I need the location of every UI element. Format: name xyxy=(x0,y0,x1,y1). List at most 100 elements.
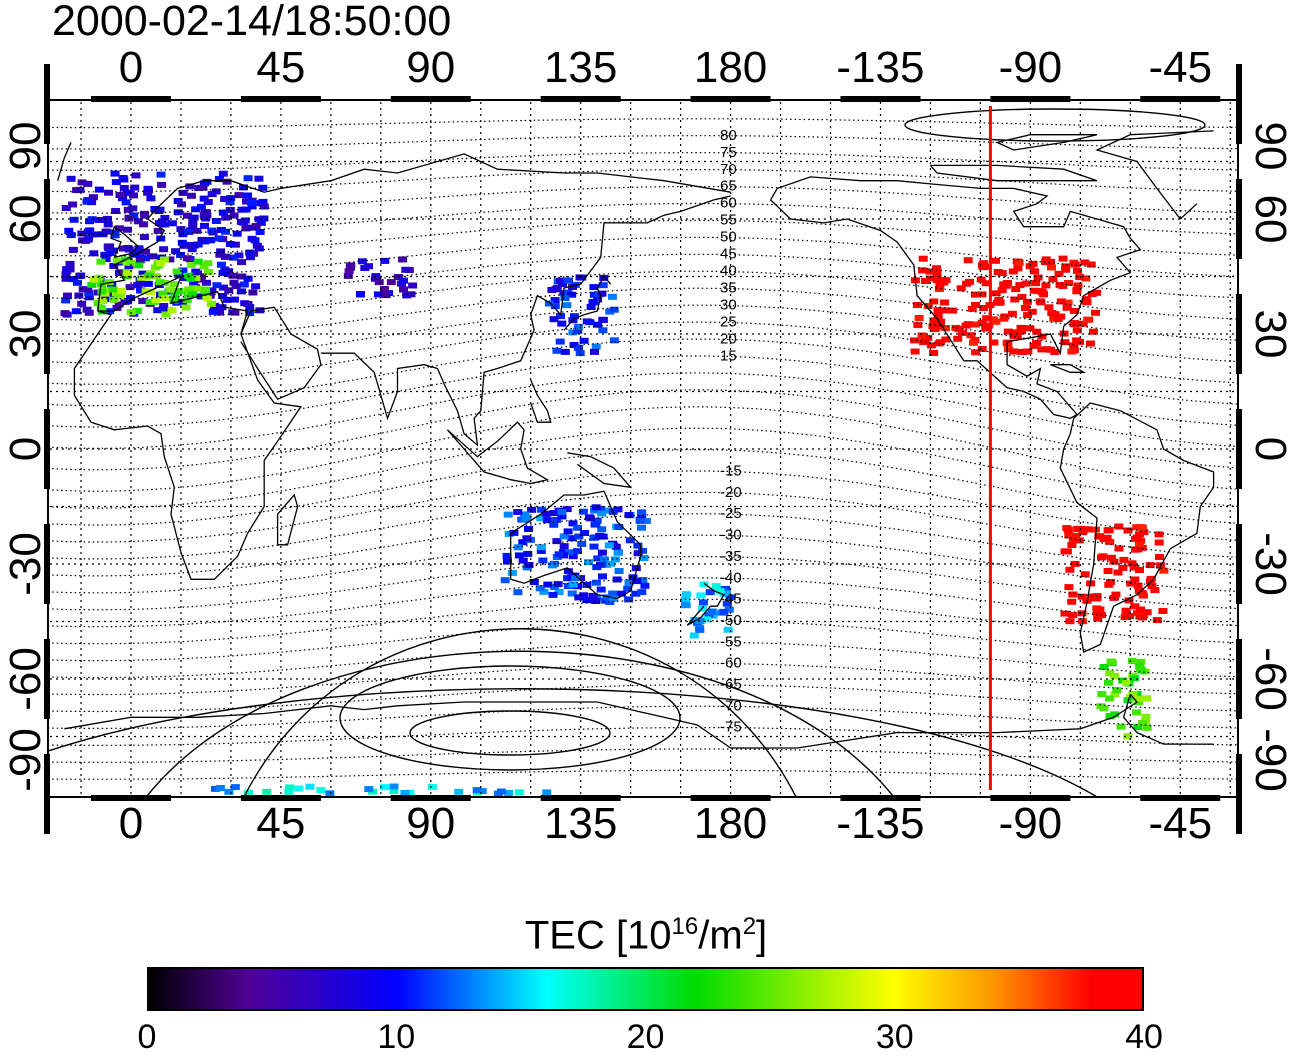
tec-cell xyxy=(109,296,119,303)
frame-tick xyxy=(240,96,321,102)
tec-cell xyxy=(1017,328,1026,335)
frame-tick xyxy=(840,96,921,102)
tec-cell xyxy=(935,339,945,346)
tec-cell xyxy=(707,608,717,615)
frame-tick xyxy=(44,409,50,489)
tec-cell xyxy=(160,221,169,228)
tec-cell xyxy=(143,185,153,192)
lon-tick-label-top: -90 xyxy=(998,43,1063,92)
tec-cell xyxy=(560,348,570,355)
tec-cell xyxy=(201,209,211,216)
tec-cell xyxy=(563,528,573,535)
mlat-label: -20 xyxy=(720,484,742,501)
tec-cell xyxy=(83,180,93,187)
lat-tick-label-left: 0 xyxy=(0,399,56,499)
tec-cell xyxy=(568,520,578,527)
tec-cell xyxy=(117,288,127,294)
tec-cell xyxy=(1141,713,1151,720)
mlat-label: 75 xyxy=(720,144,737,161)
tec-cell xyxy=(1124,597,1134,604)
tec-cell xyxy=(101,256,111,262)
tec-cell xyxy=(1067,348,1077,355)
tec-cell xyxy=(995,299,1005,306)
tec-cell xyxy=(1067,598,1077,605)
tec-cell xyxy=(244,789,253,796)
tec-cell xyxy=(624,579,634,586)
tec-cell xyxy=(696,592,706,599)
lat-tick-text: -60 xyxy=(1246,647,1292,711)
tec-cell xyxy=(1056,298,1066,305)
tec-cell xyxy=(529,579,539,585)
tec-cell xyxy=(635,518,645,524)
tec-cell xyxy=(1064,532,1074,539)
tec-cell xyxy=(577,274,587,281)
tec-cell xyxy=(524,526,533,532)
tec-cell xyxy=(101,228,111,235)
tec-cell xyxy=(176,252,186,258)
tec-cell xyxy=(971,302,980,308)
tec-cell xyxy=(719,608,729,615)
tec-cell xyxy=(504,530,514,537)
tec-cell xyxy=(548,562,557,569)
tec-cell xyxy=(914,315,924,321)
tec-cell xyxy=(159,303,169,309)
mlat-label: -60 xyxy=(720,655,742,672)
tec-cell xyxy=(248,289,258,296)
tec-cell xyxy=(178,267,188,274)
tec-cell xyxy=(167,307,177,314)
tec-cell xyxy=(923,334,933,341)
tec-cell xyxy=(134,262,144,269)
tec-cell xyxy=(1068,591,1078,598)
tec-cell xyxy=(94,186,104,193)
tec-cell xyxy=(1112,687,1122,694)
tec-cell xyxy=(136,274,146,281)
tec-cell xyxy=(562,506,572,513)
coastline xyxy=(995,134,1098,151)
mlat-label: -50 xyxy=(720,612,742,629)
tec-cell xyxy=(247,203,257,210)
tec-cell xyxy=(72,279,82,286)
tec-data-layer xyxy=(60,170,1169,797)
tec-cell xyxy=(71,308,81,315)
tec-cell xyxy=(251,283,261,290)
mlat-label: 20 xyxy=(720,331,737,348)
tec-cell xyxy=(189,214,199,221)
tec-cell xyxy=(105,243,115,250)
tec-cell xyxy=(135,257,145,264)
tec-cell xyxy=(1127,658,1137,664)
tec-cell xyxy=(1003,328,1013,335)
tec-cell xyxy=(574,594,584,601)
coastline xyxy=(73,275,303,580)
tec-cell xyxy=(121,199,131,206)
lat-tick-label-right: -30 xyxy=(1240,514,1292,614)
tec-cell xyxy=(552,516,562,523)
tec-cell xyxy=(131,172,141,179)
tec-cell xyxy=(346,262,356,269)
tec-cell xyxy=(1130,603,1140,610)
tec-cell xyxy=(146,195,156,202)
tec-cell xyxy=(118,175,128,181)
tec-cell xyxy=(1075,274,1085,281)
tec-cell xyxy=(221,228,230,235)
tec-cell xyxy=(1137,544,1147,551)
tec-cell xyxy=(941,336,951,343)
tec-cell xyxy=(1027,308,1037,315)
tec-cell xyxy=(206,237,216,243)
tec-cell xyxy=(389,788,399,794)
mlat-contour xyxy=(48,769,1238,780)
tec-cell xyxy=(196,203,206,210)
tec-cell xyxy=(177,239,187,246)
tec-cell xyxy=(910,348,920,355)
tec-cell xyxy=(507,569,517,576)
tec-cell xyxy=(62,268,72,275)
lon-tick-label-top: 180 xyxy=(693,43,768,92)
mlat-label: 30 xyxy=(720,297,737,314)
tec-cell xyxy=(153,227,163,234)
tec-cell xyxy=(1039,291,1049,298)
tec-cell xyxy=(254,175,264,182)
frame-tick xyxy=(44,64,50,145)
tec-cell xyxy=(153,307,163,314)
lon-tick-label-top: -135 xyxy=(836,43,925,92)
tec-cell xyxy=(211,218,221,224)
tec-cell xyxy=(705,589,715,596)
